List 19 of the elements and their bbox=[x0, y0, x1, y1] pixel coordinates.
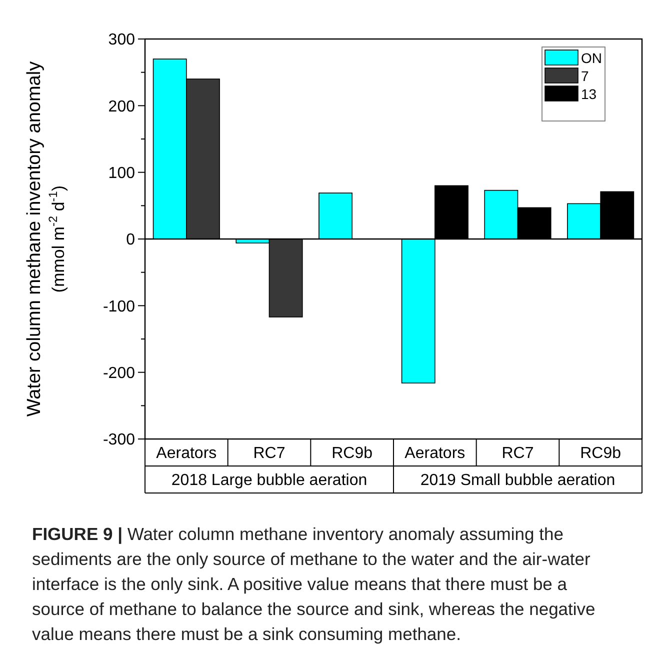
x-tick-label: RC9b bbox=[332, 445, 373, 462]
y-tick-label: -300 bbox=[102, 432, 136, 449]
y-tick-label: 200 bbox=[108, 98, 136, 116]
x-tick-label: RC9b bbox=[580, 445, 622, 462]
text: 2019 Small bubble aeration bbox=[420, 472, 616, 490]
text: 2018 Large bubble aeration bbox=[171, 472, 368, 490]
y-tick-label: 300 bbox=[108, 32, 136, 49]
x-tick-label: RC7 bbox=[502, 445, 534, 462]
x-tick-label: RC7 bbox=[253, 445, 286, 462]
caption: FIGURE 9 | Water column methane inventory anomaly assuming the sediments are the only source of methane to the water and the air-water interface is the only sink. A positive value means that there must be a source of methane to balance the source and sink, whereas the negative value means there must be a sink consuming methane. bbox=[31, 523, 596, 646]
x-tick-label: Aerators bbox=[404, 445, 466, 462]
legend-label: ON bbox=[581, 50, 602, 66]
y-tick-label: 0 bbox=[126, 232, 136, 249]
x-tick-label: Aerators bbox=[156, 445, 217, 462]
y-tick-label: -100 bbox=[102, 298, 136, 316]
y-tick-label: -200 bbox=[102, 364, 136, 382]
y-tick-label: 100 bbox=[108, 164, 136, 182]
legend-label: 7 bbox=[581, 68, 589, 84]
legend-label: 13 bbox=[581, 86, 597, 102]
